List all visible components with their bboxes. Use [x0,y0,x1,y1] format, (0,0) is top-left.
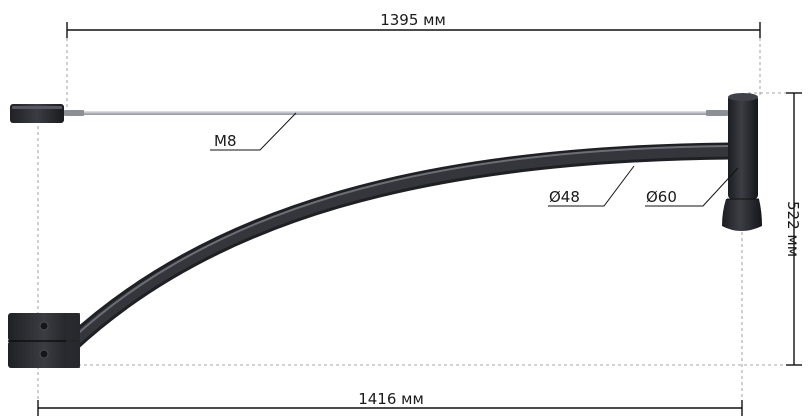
head-post [722,93,762,231]
dimension-text-top: 1395 мм [380,11,446,29]
arm-tube-shade [66,145,731,350]
bottom-clamp-edge [66,313,80,368]
extension-lines [37,26,798,412]
callout-m8: M8 [214,132,237,150]
dimension-lines [37,22,802,416]
top-clamp-highlight [12,106,62,109]
leader-m8 [210,112,297,151]
bottom-clamp-bolt-upper [39,321,49,331]
callout-d48: Ø48 [549,188,580,206]
head-post-top [728,93,758,101]
leader-d60 [645,167,739,207]
bottom-clamp-bolt-lower [39,349,49,359]
tension-rod [64,110,728,116]
head-post-tube [728,95,758,199]
bottom-clamp [8,313,80,368]
rod-end-left [64,110,84,116]
rod-end-right [706,110,728,116]
callout-leaders [210,112,739,207]
rod-body [84,111,706,115]
callout-d60: Ø60 [646,188,677,206]
arm-tube-highlight [71,145,731,340]
curved-arm [64,142,731,352]
lamp-socket [722,199,762,231]
dimension-text-height: 522 мм [784,201,802,257]
dimension-text-bottom: 1416 мм [358,390,424,408]
leader-d48 [548,165,635,207]
top-clamp [10,104,64,123]
